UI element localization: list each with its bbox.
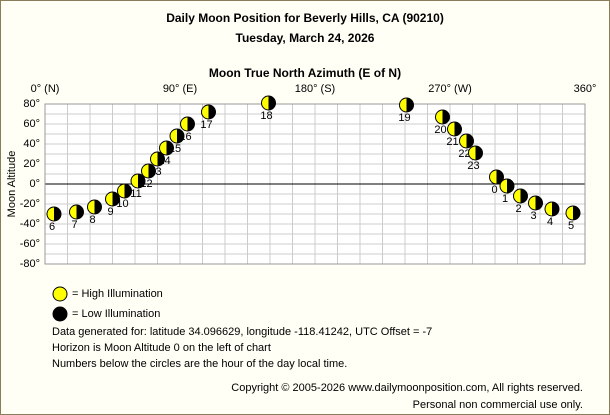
point-label: 13	[149, 166, 161, 178]
point-label: 22	[458, 148, 470, 160]
x-axis-title: Moon True North Azimuth (E of N)	[209, 66, 401, 80]
point-label: 2	[515, 203, 521, 215]
point-label: 16	[179, 131, 191, 143]
moon-marker	[399, 97, 414, 113]
moon-marker	[435, 109, 450, 125]
point-label: 11	[130, 188, 141, 200]
point-label: 12	[140, 178, 152, 190]
moon-marker	[69, 204, 84, 220]
moon-marker	[130, 173, 146, 189]
point-label: 4	[547, 216, 553, 228]
y-tick-label: -40°	[20, 218, 40, 230]
point-label: 9	[107, 206, 113, 218]
moon-marker	[141, 163, 156, 179]
point-label: 0	[491, 184, 497, 196]
moon-marker	[150, 151, 165, 167]
point-label: 15	[169, 143, 181, 155]
legend-label: = Low Illumination	[72, 308, 160, 320]
moon-marker	[87, 199, 102, 215]
y-tick-label: -20°	[20, 198, 40, 210]
legend-label: = High Illumination	[72, 288, 163, 300]
y-tick-label: -80°	[20, 258, 40, 270]
moon-marker	[565, 205, 581, 221]
point-label: 23	[467, 160, 479, 172]
y-axis-title: Moon Altitude	[6, 151, 18, 218]
x-tick-label: 0° (N)	[31, 83, 60, 95]
y-tick-label: 0°	[29, 178, 40, 190]
moon-marker	[544, 201, 560, 217]
moon-marker	[459, 133, 474, 149]
moon-marker	[447, 121, 462, 137]
moon-marker	[105, 191, 120, 207]
point-label: 21	[446, 136, 458, 148]
point-label: 14	[158, 155, 170, 167]
y-tick-label: 80°	[23, 98, 40, 110]
y-tick-label: 60°	[23, 118, 40, 130]
chart-title: Daily Moon Position for Beverly Hills, C…	[166, 11, 444, 25]
moon-marker	[468, 145, 483, 161]
x-tick-label: 90° (E)	[163, 83, 197, 95]
y-tick-label: 40°	[23, 138, 40, 150]
point-label: 20	[434, 124, 446, 136]
chart-subtitle: Tuesday, March 24, 2026	[236, 31, 375, 45]
moon-marker	[201, 104, 216, 120]
x-tick-label: 360°	[574, 83, 597, 95]
copyright: Personal non commercial use only.	[413, 399, 583, 411]
moon-marker	[46, 206, 62, 222]
point-label: 1	[502, 193, 508, 205]
moon-marker	[261, 95, 276, 111]
point-label: 19	[398, 112, 410, 124]
point-label: 18	[260, 110, 272, 122]
point-label: 7	[71, 219, 77, 231]
note: Data generated for: latitude 34.096629, …	[52, 326, 432, 338]
point-label: 8	[89, 214, 95, 226]
point-label: 6	[49, 221, 55, 233]
point-label: 5	[568, 220, 574, 232]
copyright: Copyright © 2005-2026 www.dailymoonposit…	[231, 382, 583, 394]
point-label: 3	[530, 210, 536, 222]
point-label: 10	[116, 198, 128, 210]
point-label: 17	[200, 119, 212, 131]
x-tick-label: 180° (S)	[295, 83, 335, 95]
x-tick-label: 270° (W)	[428, 83, 472, 95]
y-tick-label: -60°	[20, 238, 40, 250]
legend-swatch	[52, 286, 68, 302]
note: Horizon is Moon Altitude 0 on the left o…	[52, 342, 271, 354]
moon-marker	[489, 169, 504, 185]
y-tick-label: 20°	[23, 158, 40, 170]
moon-marker	[169, 128, 185, 144]
moon-marker	[159, 140, 174, 156]
legend-swatch	[52, 306, 68, 322]
moon-marker	[513, 188, 528, 204]
moon-marker	[528, 195, 543, 211]
note: Numbers below the circles are the hour o…	[52, 358, 347, 370]
plot-border	[44, 103, 586, 265]
moon-marker	[180, 116, 195, 132]
moon-marker	[117, 183, 132, 199]
moon-marker	[499, 178, 515, 194]
